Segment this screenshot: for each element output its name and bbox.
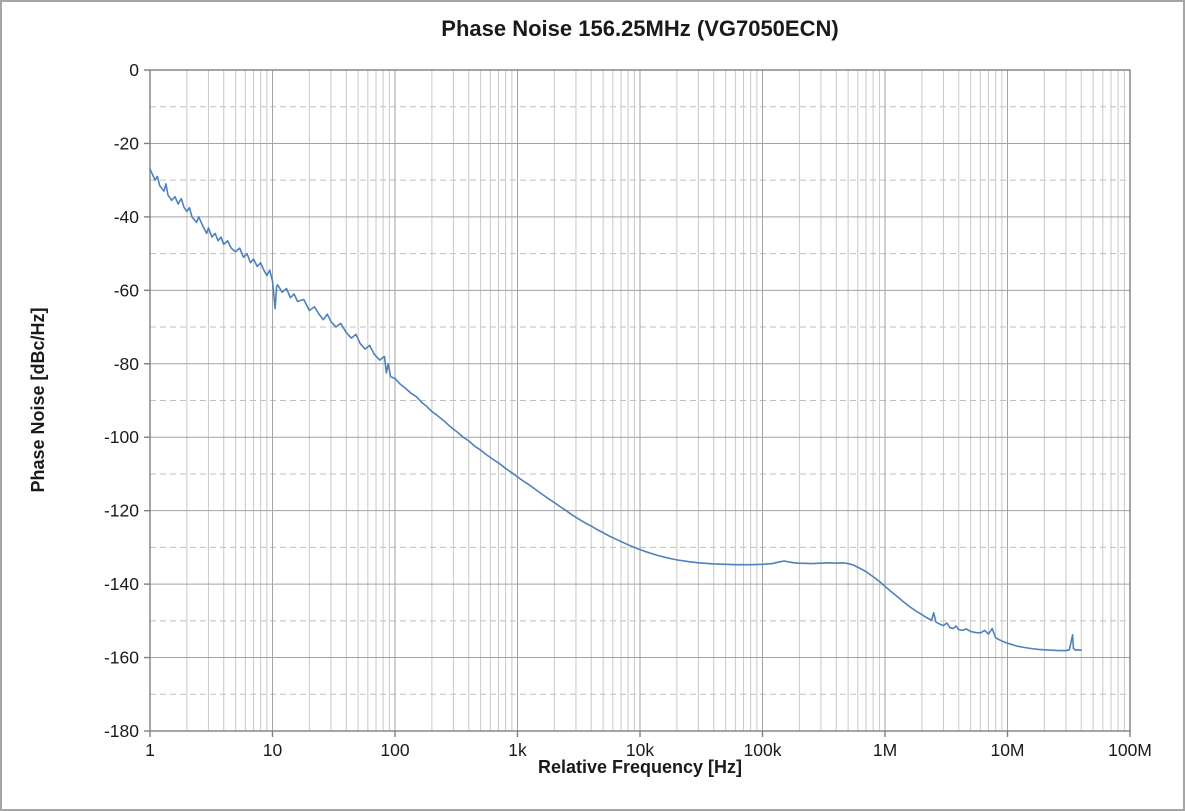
y-tick-label: -20 (114, 133, 140, 153)
y-tick-label: -100 (104, 427, 139, 447)
x-tick-label: 100 (380, 740, 409, 760)
y-tick-label: -120 (104, 501, 139, 521)
y-tick-label: -180 (104, 721, 139, 741)
phase-noise-trace (149, 168, 1083, 652)
x-tick-label: 10M (990, 740, 1024, 760)
y-tick-label: 0 (129, 60, 139, 80)
x-tick-label: 100k (744, 740, 782, 760)
x-tick-label: 1k (508, 740, 527, 760)
x-tick-label: 100M (1108, 740, 1152, 760)
y-tick-label: -80 (114, 354, 140, 374)
x-tick-label: 10k (626, 740, 654, 760)
y-tick-label: -40 (114, 207, 140, 227)
y-tick-label: -160 (104, 648, 139, 668)
x-tick-label: 1 (145, 740, 155, 760)
y-tick-label: -60 (114, 280, 140, 300)
x-tick-label: 1M (873, 740, 897, 760)
y-tick-label: -140 (104, 574, 139, 594)
x-axis-title: Relative Frequency [Hz] (537, 757, 743, 777)
x-tick-label: 10 (263, 740, 283, 760)
chart-title: Phase Noise 156.25MHz (VG7050ECN) (441, 16, 839, 41)
